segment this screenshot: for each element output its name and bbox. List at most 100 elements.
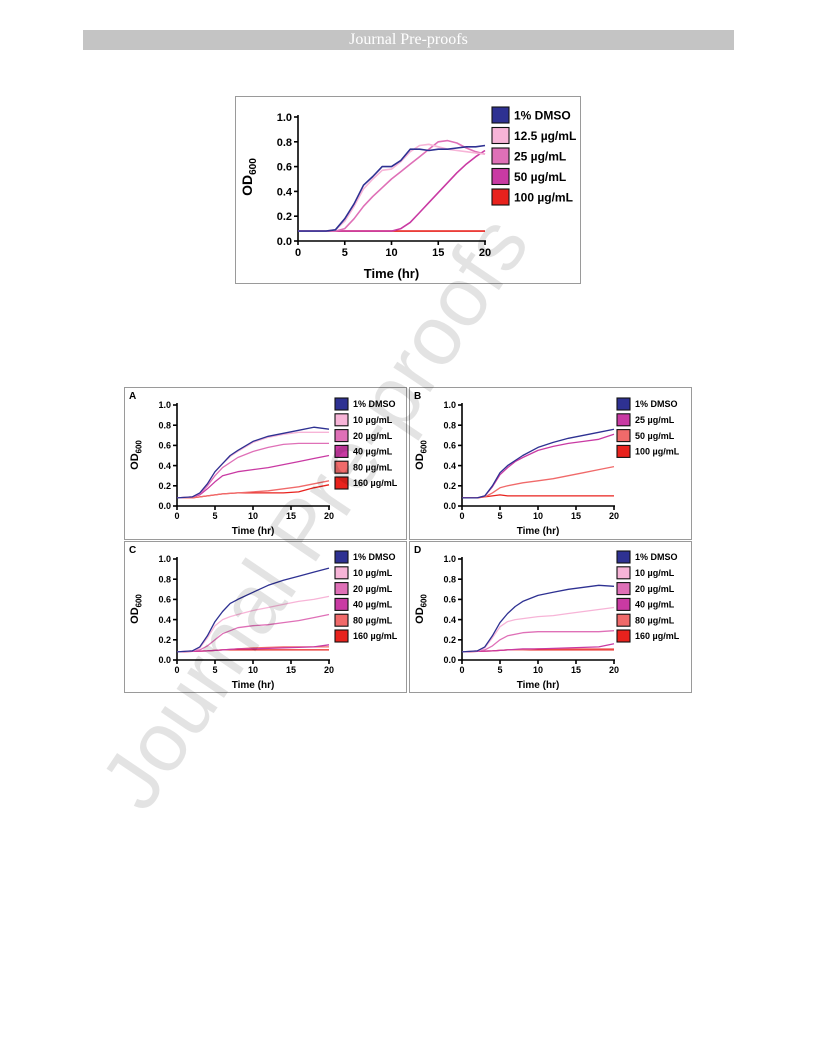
chart-svg: C 0 5 10 15 20 0.0 0.2 0.4 0.6 0.8 1.0 Time (hr) OD60… xyxy=(129,545,398,691)
panel-letter: D xyxy=(414,545,421,556)
y-tick-label: 0.4 xyxy=(443,461,456,471)
y-axis-title: OD600 xyxy=(129,594,143,624)
series-line xyxy=(462,433,615,499)
y-tick-label: 0.4 xyxy=(158,615,171,625)
x-axis-title: Time (hr) xyxy=(232,526,275,537)
legend-label: 50 µg/mL xyxy=(635,431,675,441)
legend-swatch xyxy=(616,444,631,458)
series-line xyxy=(461,643,615,653)
x-tick-label: 0 xyxy=(459,665,464,675)
legend-swatch xyxy=(334,397,349,411)
legend-label: 160 µg/mL xyxy=(353,478,398,488)
x-tick-label: 20 xyxy=(609,665,619,675)
series-line xyxy=(462,465,615,499)
series-line xyxy=(176,644,330,653)
y-axis-title: OD600 xyxy=(414,594,428,624)
legend-swatch xyxy=(334,582,349,596)
series-line xyxy=(176,426,330,499)
series-line xyxy=(461,630,615,653)
legend-swatch xyxy=(491,106,510,124)
legend-swatch xyxy=(334,550,349,564)
y-tick-label: 0.8 xyxy=(277,137,292,149)
x-tick-label: 5 xyxy=(212,511,217,521)
y-tick-label: 0.0 xyxy=(158,655,171,665)
y-tick-label: 0.0 xyxy=(443,655,456,665)
y-tick-label: 0.4 xyxy=(443,615,456,625)
legend-label: 1% DMSO xyxy=(353,552,396,562)
legend-swatch xyxy=(491,126,510,145)
x-tick-label: 10 xyxy=(385,247,397,259)
x-tick-label: 20 xyxy=(324,511,334,521)
y-axis-title-main: OD xyxy=(129,453,141,470)
legend-label: 50 µg/mL xyxy=(514,170,566,184)
y-tick-label: 0.6 xyxy=(277,162,292,174)
x-tick-label: 10 xyxy=(248,665,258,675)
y-axis-title-main: OD xyxy=(129,607,141,624)
legend-label: 1% DMSO xyxy=(635,552,678,562)
journal-header-bar: Journal Pre-proofs xyxy=(83,30,734,50)
legend-label: 12.5 µg/mL xyxy=(514,129,576,143)
x-axis-title: Time (hr) xyxy=(517,680,560,691)
x-tick-label: 20 xyxy=(479,247,491,259)
x-tick-label: 0 xyxy=(174,511,179,521)
x-tick-label: 15 xyxy=(286,665,296,675)
chart-svg: B 0 5 10 15 20 0.0 0.2 0.4 0.6 0.8 1.0 Time (hr) OD60… xyxy=(414,391,680,537)
legend-label: 20 µg/mL xyxy=(353,431,393,441)
y-tick-label: 0.6 xyxy=(443,595,456,605)
legend-label: 100 µg/mL xyxy=(514,190,573,204)
series-line xyxy=(177,480,330,499)
series-group xyxy=(298,139,486,232)
y-axis-title: OD600 xyxy=(129,440,143,470)
series-line xyxy=(176,454,330,499)
y-axis-title-subscript: 600 xyxy=(248,158,259,175)
legend-swatch xyxy=(616,629,631,643)
y-tick-label: 0.8 xyxy=(443,420,456,430)
y-tick-label: 0.2 xyxy=(443,635,456,645)
legend-label: 25 µg/mL xyxy=(514,149,566,163)
legend-label: 10 µg/mL xyxy=(353,568,393,578)
panel-letter: B xyxy=(414,391,421,402)
legend-label: 80 µg/mL xyxy=(353,615,393,625)
legend-swatch xyxy=(491,167,510,186)
legend-swatch xyxy=(616,413,631,427)
journal-header-text: Journal Pre-proofs xyxy=(349,31,468,48)
legend-swatch xyxy=(616,597,631,611)
legend-label: 160 µg/mL xyxy=(635,631,680,641)
legend-label: 25 µg/mL xyxy=(635,415,675,425)
series-group xyxy=(176,567,330,653)
legend-swatch xyxy=(334,444,349,458)
y-tick-label: 0.2 xyxy=(158,635,171,645)
x-tick-label: 5 xyxy=(497,511,502,521)
x-tick-label: 10 xyxy=(533,665,543,675)
legend-label: 40 µg/mL xyxy=(353,600,393,610)
legend-swatch xyxy=(334,597,349,611)
x-tick-label: 0 xyxy=(295,247,301,259)
y-axis-title: OD600 xyxy=(239,158,259,196)
legend-swatch xyxy=(616,582,631,596)
y-axis-title: OD600 xyxy=(414,440,428,470)
series-line xyxy=(298,149,486,232)
y-tick-label: 0.6 xyxy=(443,441,456,451)
x-tick-label: 5 xyxy=(342,247,348,259)
panel-letter: A xyxy=(129,391,136,402)
legend-label: 20 µg/mL xyxy=(353,584,393,594)
y-tick-label: 1.0 xyxy=(443,400,456,410)
x-tick-label: 15 xyxy=(571,665,581,675)
legend-label: 10 µg/mL xyxy=(635,568,675,578)
series-line xyxy=(176,595,330,653)
y-tick-label: 1.0 xyxy=(443,554,456,564)
legend-label: 1% DMSO xyxy=(514,108,571,122)
y-tick-label: 0.6 xyxy=(158,595,171,605)
x-tick-label: 20 xyxy=(324,665,334,675)
legend-label: 80 µg/mL xyxy=(635,615,675,625)
y-axis-title-main: OD xyxy=(414,453,426,470)
y-tick-label: 0.2 xyxy=(443,481,456,491)
x-tick-label: 10 xyxy=(533,511,543,521)
legend-swatch xyxy=(616,429,631,443)
series-line xyxy=(176,613,330,653)
y-tick-label: 0.6 xyxy=(158,441,171,451)
legend-label: 1% DMSO xyxy=(353,399,396,409)
legend-label: 40 µg/mL xyxy=(635,600,675,610)
y-tick-label: 0.8 xyxy=(158,574,171,584)
series-line xyxy=(461,606,615,653)
